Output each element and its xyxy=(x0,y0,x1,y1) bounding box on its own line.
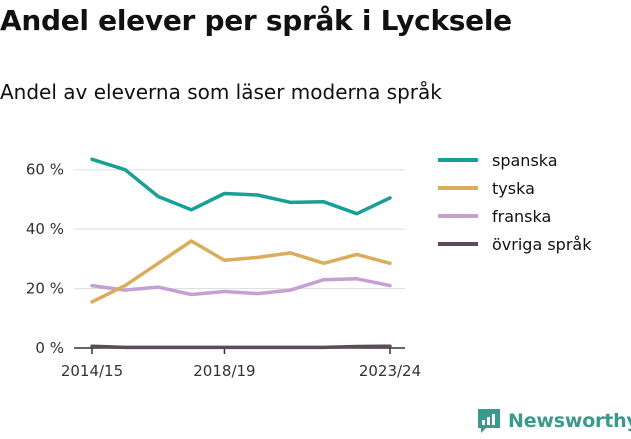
y-tick-label: 40 % xyxy=(26,220,64,238)
series-line-franska xyxy=(90,277,392,297)
brand-name: Newsworthy xyxy=(508,410,631,432)
legend-label: spanska xyxy=(492,151,558,170)
newsworthy-logo-icon xyxy=(478,409,500,433)
y-tick-label: 60 % xyxy=(26,161,64,179)
legend-label: övriga språk xyxy=(492,235,592,254)
y-tick-label: 0 % xyxy=(35,339,64,357)
chart-subtitle: Andel av eleverna som läser moderna språ… xyxy=(0,80,442,104)
x-axis: 2014/15 2018/19 2023/24 xyxy=(61,347,421,380)
y-tick-label: 20 % xyxy=(26,280,64,298)
series-line-övriga-språk xyxy=(90,344,392,350)
chart-title: Andel elever per språk i Lycksele xyxy=(0,4,512,37)
y-axis-ticks: 0 % 20 % 40 % 60 % xyxy=(26,161,64,357)
series-lines xyxy=(90,157,392,350)
x-tick-label: 2023/24 xyxy=(359,362,421,380)
line-chart: 0 % 20 % 40 % 60 % 2014/15 2018/19 2023/24 sp… xyxy=(26,151,592,380)
series-line-tyska xyxy=(90,239,392,304)
legend-label: tyska xyxy=(492,179,535,198)
newsworthy-logo: Newsworthy xyxy=(476,407,631,435)
legend: spanska tyska franska övriga språk xyxy=(438,151,592,254)
series-line-spanska xyxy=(90,157,392,216)
grid-lines xyxy=(74,169,405,290)
legend-label: franska xyxy=(492,207,551,226)
x-tick-label: 2018/19 xyxy=(193,362,255,380)
x-tick-label: 2014/15 xyxy=(61,362,123,380)
